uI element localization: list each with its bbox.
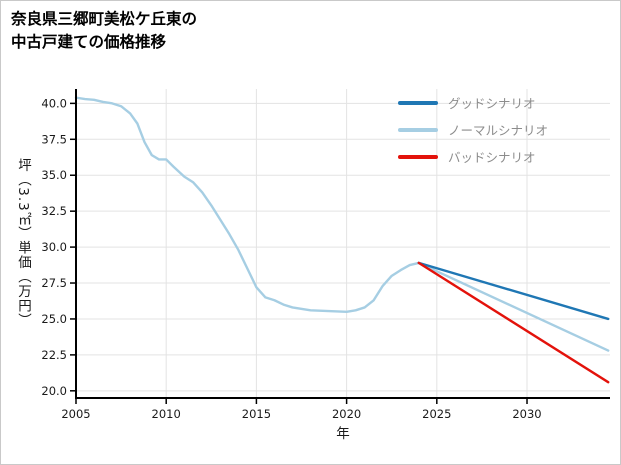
legend-item-good-scenario: グッドシナリオ — [398, 93, 548, 112]
y-tick-label: 25.0 — [41, 312, 67, 326]
y-tick-label: 32.5 — [41, 204, 67, 218]
legend-line-swatch — [398, 154, 438, 159]
x-tick-label: 2025 — [422, 407, 451, 421]
legend-line-swatch — [398, 127, 438, 132]
y-tick-label: 30.0 — [41, 240, 67, 254]
chart-title: 奈良県三郷町美松ケ丘東の 中古戸建ての価格推移 — [11, 8, 197, 55]
y-tick-label: 40.0 — [41, 96, 67, 110]
normal-scenario-line — [74, 96, 610, 352]
y-tick-label: 37.5 — [41, 132, 67, 146]
chart-title-line2: 中古戸建ての価格推移 — [11, 33, 167, 52]
y-tick-label: 27.5 — [41, 276, 67, 290]
x-tick-label: 2020 — [332, 407, 361, 421]
y-axis-label: 坪（3.3㎡）単価（万円） — [15, 158, 31, 328]
good-scenario-line — [417, 261, 610, 321]
bad-scenario-line — [417, 261, 610, 384]
y-tick-label: 20.0 — [41, 384, 67, 398]
y-tick-label: 35.0 — [41, 168, 67, 182]
legend-item-bad-scenario: バッドシナリオ — [398, 147, 548, 166]
legend-label: バッドシナリオ — [448, 150, 536, 165]
legend-line-swatch — [398, 100, 438, 105]
x-axis-label: 年 — [336, 426, 350, 442]
y-tick-label: 22.5 — [41, 348, 67, 362]
legend-label: グッドシナリオ — [448, 96, 536, 111]
x-tick-label: 2010 — [152, 407, 181, 421]
legend-item-normal-scenario: ノーマルシナリオ — [398, 120, 548, 139]
legend-label: ノーマルシナリオ — [448, 123, 549, 138]
chart-title-line1: 奈良県三郷町美松ケ丘東の — [11, 10, 198, 28]
x-tick-label: 2015 — [242, 407, 271, 421]
x-tick-label: 2005 — [61, 407, 90, 421]
chart-legend: グッドシナリオ ノーマルシナリオ バッドシナリオ — [398, 93, 548, 166]
x-tick-label: 2030 — [512, 407, 541, 421]
